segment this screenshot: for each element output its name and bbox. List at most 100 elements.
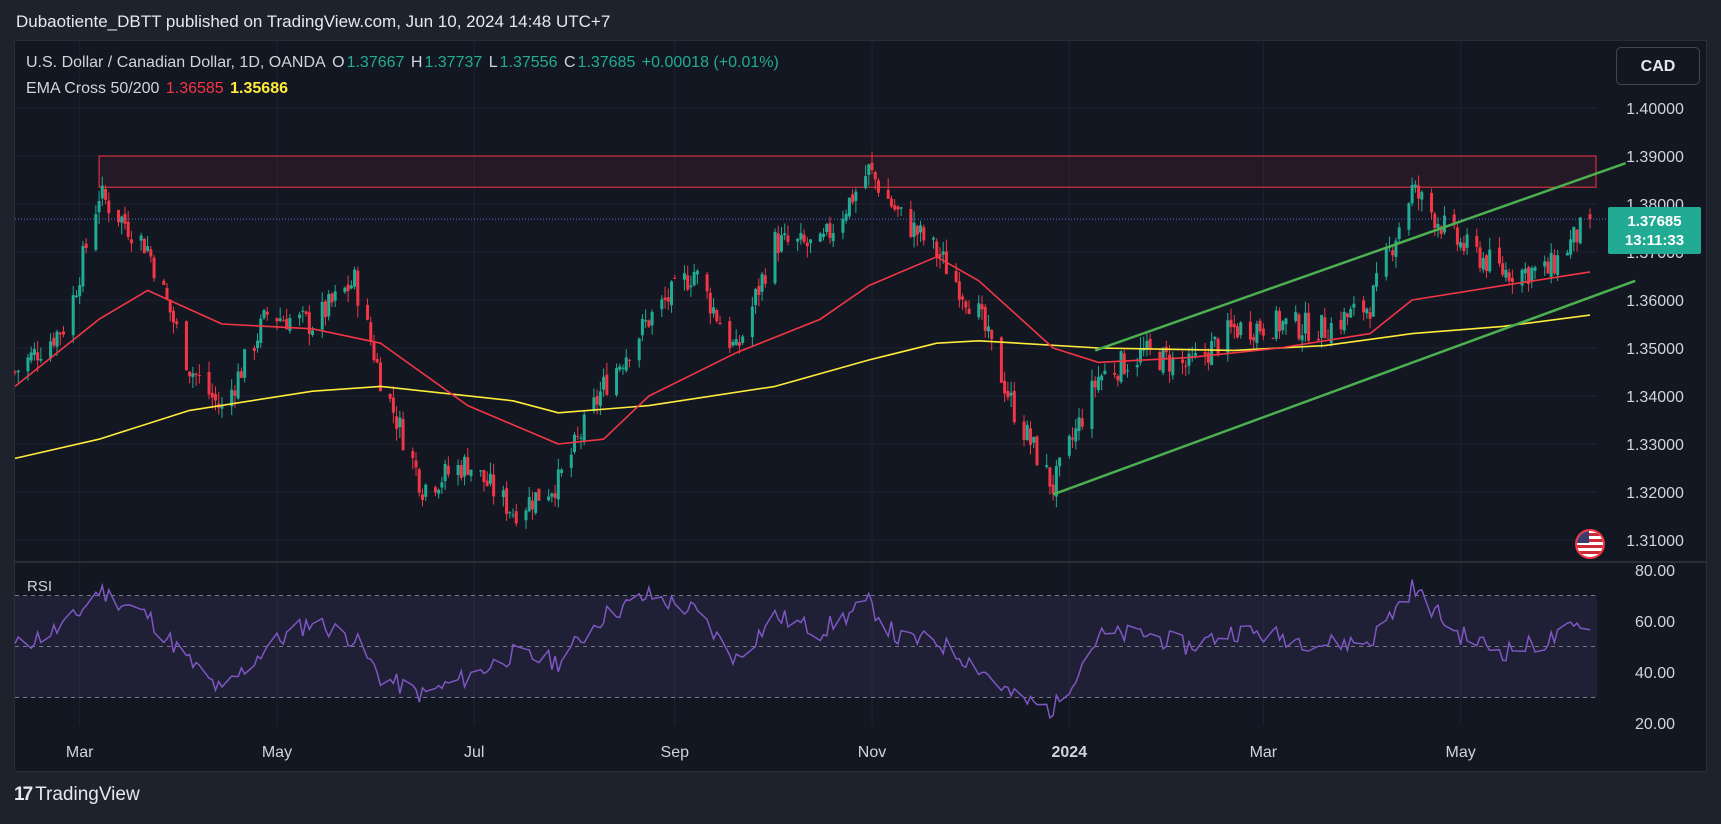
candle-up[interactable] [534, 492, 538, 513]
candle-down[interactable] [877, 180, 881, 193]
candle-up[interactable] [1352, 303, 1356, 308]
candle-up[interactable] [1284, 318, 1288, 325]
candle-up[interactable] [26, 357, 30, 372]
candle-up[interactable] [1135, 364, 1139, 368]
candle-up[interactable] [1032, 437, 1036, 443]
candle-up[interactable] [1171, 357, 1175, 376]
candle-up[interactable] [637, 338, 641, 361]
candle-down[interactable] [459, 465, 463, 478]
candle-up[interactable] [139, 235, 143, 241]
candle-up[interactable] [1533, 267, 1537, 271]
candle-down[interactable] [281, 320, 285, 322]
candle-up[interactable] [1213, 336, 1217, 340]
candle-down[interactable] [275, 318, 279, 322]
candle-down[interactable] [802, 234, 806, 242]
candle-up[interactable] [550, 493, 554, 497]
candle-up[interactable] [1303, 312, 1307, 334]
candle-down[interactable] [886, 189, 890, 199]
candle-up[interactable] [1025, 424, 1029, 441]
candle-down[interactable] [1168, 354, 1172, 372]
candle-down[interactable] [210, 392, 214, 398]
currency-button[interactable]: CAD [1616, 47, 1700, 85]
candle-down[interactable] [1475, 235, 1479, 247]
resistance-zone-box[interactable] [98, 155, 1597, 188]
candle-up[interactable] [864, 176, 868, 189]
candle-down[interactable] [58, 332, 62, 335]
candle-up[interactable] [298, 314, 302, 319]
candle-up[interactable] [1465, 234, 1469, 248]
candle-down[interactable] [162, 280, 166, 285]
candle-down[interactable] [1235, 326, 1239, 338]
candle-up[interactable] [1436, 223, 1440, 228]
candle-down[interactable] [728, 321, 732, 349]
candle-up[interactable] [741, 336, 745, 343]
candle-down[interactable] [896, 206, 900, 210]
candle-up[interactable] [640, 318, 644, 336]
candle-down[interactable] [492, 474, 496, 497]
candle-up[interactable] [236, 371, 240, 399]
candle-up[interactable] [1504, 269, 1508, 278]
candle-down[interactable] [184, 321, 188, 371]
candle-down[interactable] [304, 311, 308, 314]
candle-up[interactable] [259, 318, 263, 343]
candle-down[interactable] [188, 371, 192, 377]
candle-down[interactable] [964, 301, 968, 308]
candle-down[interactable] [1391, 250, 1395, 256]
candle-up[interactable] [1210, 340, 1214, 366]
candle-down[interactable] [129, 239, 133, 244]
candle-down[interactable] [757, 285, 761, 295]
candle-up[interactable] [327, 294, 331, 317]
candle-up[interactable] [822, 233, 826, 237]
candle-down[interactable] [411, 451, 415, 458]
candle-up[interactable] [1255, 323, 1259, 344]
candle-up[interactable] [1410, 184, 1414, 204]
candle-down[interactable] [1439, 226, 1443, 234]
candle-up[interactable] [1096, 376, 1100, 391]
candle-down[interactable] [356, 270, 360, 306]
candle-up[interactable] [1054, 465, 1058, 497]
candle-down[interactable] [388, 394, 392, 399]
candle-down[interactable] [763, 275, 767, 284]
candle-down[interactable] [686, 275, 690, 290]
candle-up[interactable] [1407, 203, 1411, 230]
candle-down[interactable] [168, 299, 172, 313]
candle-down[interactable] [152, 257, 156, 279]
candle-down[interactable] [1206, 352, 1210, 363]
candle-up[interactable] [621, 367, 625, 369]
candle-up[interactable] [1459, 242, 1463, 248]
candle-down[interactable] [207, 372, 211, 395]
candle-up[interactable] [78, 285, 82, 297]
candle-up[interactable] [754, 289, 758, 306]
candle-down[interactable] [165, 287, 169, 300]
candle-down[interactable] [870, 162, 874, 171]
candle-up[interactable] [695, 270, 699, 275]
candle-up[interactable] [146, 246, 150, 251]
candle-down[interactable] [873, 172, 877, 180]
candle-up[interactable] [841, 218, 845, 233]
candle-down[interactable] [369, 322, 373, 342]
candle-down[interactable] [466, 457, 470, 475]
candle-up[interactable] [734, 339, 738, 345]
candle-down[interactable] [1452, 214, 1456, 225]
candle-up[interactable] [1226, 320, 1230, 353]
candle-up[interactable] [1543, 261, 1547, 267]
candle-down[interactable] [828, 223, 832, 238]
candle-down[interactable] [1278, 311, 1282, 332]
candle-down[interactable] [214, 393, 218, 401]
candle-up[interactable] [1274, 310, 1278, 339]
candle-up[interactable] [1365, 308, 1369, 314]
candle-up[interactable] [1488, 249, 1492, 272]
candle-up[interactable] [501, 490, 505, 497]
candle-up[interactable] [556, 469, 560, 500]
candle-down[interactable] [1158, 351, 1162, 371]
candle-down[interactable] [1433, 213, 1437, 228]
candle-down[interactable] [414, 460, 418, 468]
candle-up[interactable] [783, 233, 787, 236]
candle-up[interactable] [74, 295, 78, 298]
candle-down[interactable] [1462, 242, 1466, 252]
candle-down[interactable] [663, 297, 667, 300]
candle-down[interactable] [666, 297, 670, 302]
candle-up[interactable] [1375, 273, 1379, 287]
candle-up[interactable] [712, 307, 716, 314]
candle-up[interactable] [560, 469, 564, 473]
